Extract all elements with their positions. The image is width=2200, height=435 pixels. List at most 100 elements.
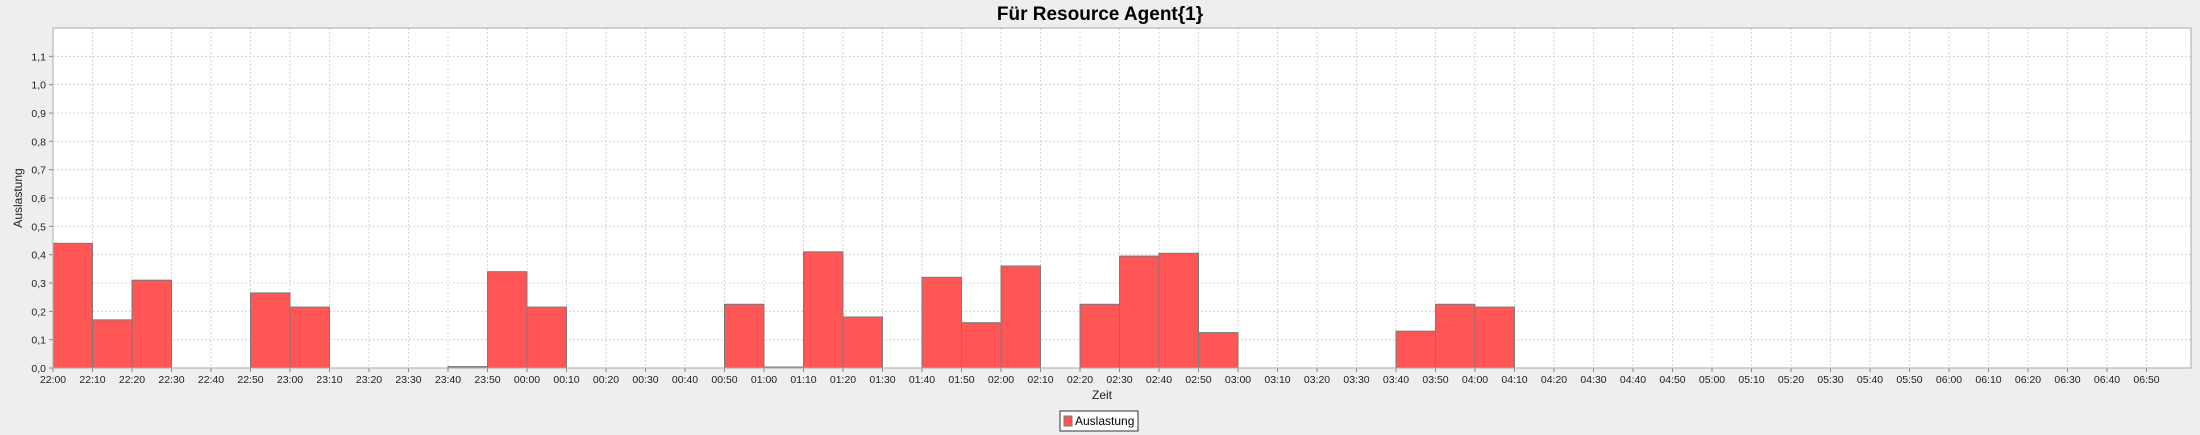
x-tick-label: 03:00 (1225, 374, 1251, 386)
x-tick-label: 05:50 (1896, 374, 1922, 386)
y-tick-label: 1,0 (31, 80, 46, 92)
x-axis-ticks: 22:00 22:10 22:20 22:30 22:40 22:50 23:00 23:10… (40, 374, 2160, 386)
x-tick-label: 02:50 (1185, 374, 1211, 386)
x-tick-label: 01:10 (790, 374, 816, 386)
x-tick-label: 02:30 (1106, 374, 1132, 386)
x-tick-label: 22:00 (40, 374, 66, 386)
x-tick-label: 04:10 (1501, 374, 1527, 386)
axes (49, 27, 2192, 372)
plot-border (52, 27, 2192, 369)
x-tick-label: 03:20 (1304, 374, 1330, 386)
x-tick-label: 01:50 (948, 374, 974, 386)
x-tick-label: 00:20 (593, 374, 619, 386)
x-tick-label: 00:40 (672, 374, 698, 386)
bar (1198, 332, 1239, 369)
x-tick-label: 06:40 (2094, 374, 2120, 386)
x-tick-label: 00:00 (514, 374, 540, 386)
bar (289, 306, 330, 369)
bar (1435, 303, 1476, 369)
x-tick-label: 06:50 (2133, 374, 2159, 386)
x-tick-label: 00:30 (632, 374, 658, 386)
x-tick-label: 23:10 (316, 374, 342, 386)
x-tick-label: 02:00 (988, 374, 1014, 386)
y-tick-label: 0,3 (31, 278, 46, 290)
x-tick-label: 04:00 (1462, 374, 1488, 386)
bar (961, 322, 1002, 369)
bar (250, 292, 291, 369)
y-tick-label: 0,0 (31, 363, 46, 375)
x-tick-label: 01:30 (869, 374, 895, 386)
bar (1119, 255, 1160, 369)
x-tick-label: 04:20 (1541, 374, 1567, 386)
bar (131, 279, 172, 369)
x-tick-label: 23:20 (356, 374, 382, 386)
y-tick-label: 0,8 (31, 136, 46, 148)
bars (52, 242, 1515, 369)
x-tick-label: 22:30 (158, 374, 184, 386)
x-tick-label: 04:40 (1620, 374, 1646, 386)
x-tick-label: 22:20 (119, 374, 145, 386)
x-tick-label: 02:10 (1027, 374, 1053, 386)
bar (1000, 265, 1041, 369)
x-tick-label: 04:30 (1580, 374, 1606, 386)
x-tick-label: 05:40 (1857, 374, 1883, 386)
x-tick-label: 02:40 (1146, 374, 1172, 386)
bar (921, 276, 962, 369)
bar (1395, 330, 1436, 369)
x-tick-label: 01:00 (751, 374, 777, 386)
chart-title: Für Resource Agent{1} (997, 4, 1204, 25)
x-tick-label: 06:00 (1936, 374, 1962, 386)
legend-box (1059, 410, 1139, 432)
bar (52, 242, 93, 369)
x-tick-label: 05:30 (1817, 374, 1843, 386)
y-axis-ticks: 0,0 0,1 0,2 0,3 0,4 0,5 0,6 0,7 0,8 0,9 1,0 1,1 (31, 51, 46, 375)
x-tick-label: 01:40 (909, 374, 935, 386)
y-tick-label: 0,9 (31, 108, 46, 120)
bar (526, 306, 567, 369)
y-tick-label: 0,6 (31, 193, 46, 205)
y-tick-label: 0,4 (31, 250, 46, 262)
y-tick-label: 0,7 (31, 165, 46, 177)
legend-item-auslastung: Auslastung (1075, 414, 1134, 428)
x-tick-label: 01:20 (830, 374, 856, 386)
x-tick-label: 23:40 (435, 374, 461, 386)
x-tick-label: 23:50 (474, 374, 500, 386)
bar (487, 271, 528, 369)
bar (1079, 303, 1120, 369)
bar (803, 251, 844, 369)
y-tick-label: 0,5 (31, 221, 46, 233)
bar (92, 319, 133, 369)
legend: Auslastung (1059, 410, 1139, 432)
y-tick-label: 0,1 (31, 335, 46, 347)
x-tick-label: 00:10 (553, 374, 579, 386)
x-tick-label: 03:30 (1343, 374, 1369, 386)
y-tick-label: 1,1 (31, 51, 46, 63)
x-tick-label: 23:00 (277, 374, 303, 386)
x-tick-label: 03:40 (1383, 374, 1409, 386)
x-axis-label: Zeit (1092, 388, 1113, 402)
x-tick-label: 22:50 (237, 374, 263, 386)
x-tick-label: 04:50 (1659, 374, 1685, 386)
x-tick-label: 06:30 (2054, 374, 2080, 386)
x-tick-label: 00:50 (711, 374, 737, 386)
grid (53, 28, 2191, 368)
x-tick-label: 02:20 (1067, 374, 1093, 386)
legend-swatch (1063, 415, 1073, 427)
x-tick-label: 05:00 (1699, 374, 1725, 386)
x-tick-label: 06:10 (1975, 374, 2001, 386)
x-tick-label: 03:10 (1264, 374, 1290, 386)
x-tick-label: 05:10 (1738, 374, 1764, 386)
bar (1474, 306, 1515, 369)
x-tick-label: 03:50 (1422, 374, 1448, 386)
bar (1158, 252, 1199, 369)
x-tick-label: 23:30 (395, 374, 421, 386)
bar (724, 303, 765, 369)
bar (842, 316, 883, 369)
x-tick-label: 22:10 (79, 374, 105, 386)
x-tick-label: 05:20 (1778, 374, 1804, 386)
x-tick-label: 06:20 (2015, 374, 2041, 386)
x-tick-label: 22:40 (198, 374, 224, 386)
y-axis-label: Auslastung (11, 168, 25, 227)
y-tick-label: 0,2 (31, 306, 46, 318)
